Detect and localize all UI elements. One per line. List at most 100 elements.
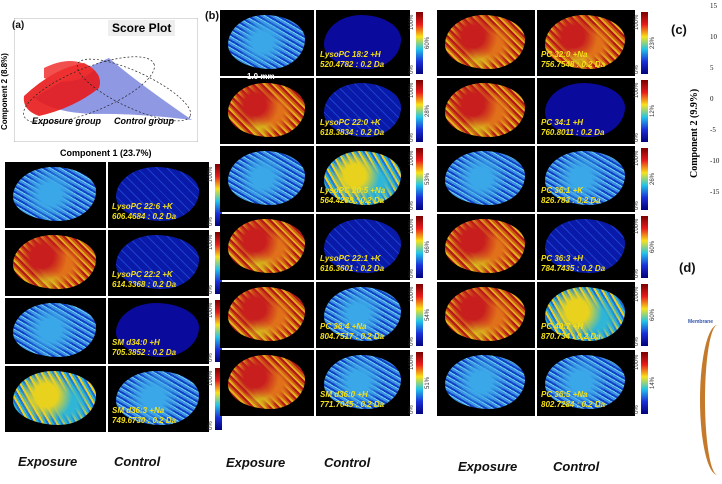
exposure-ion-image	[220, 214, 314, 280]
footer-control-2: Control	[324, 455, 371, 470]
colorbar	[215, 368, 222, 430]
colorbar-percent: 28%	[425, 104, 431, 117]
exposure-ion-image	[220, 146, 314, 212]
control-ion-image: LysoPC 22:1 +K 616.3601 : 0.2 Da	[316, 214, 410, 280]
control-ion-image: LysoPC 20:5 +Na 564.4288 : 0.2 Da	[316, 146, 410, 212]
tissue-section	[13, 235, 96, 290]
colorbar-max: 100%	[634, 82, 640, 98]
colorbar-max: 100%	[208, 302, 214, 318]
x-axis-label: Component 1 (23.7%)	[60, 148, 152, 158]
control-ion-image: LysoPC 22:6 +K 606.4684 : 0.2 Da	[108, 162, 209, 228]
colorbar-min: 0%	[409, 337, 415, 346]
tissue-section	[116, 235, 199, 290]
panel-a-label: (a)	[12, 20, 25, 31]
tissue-section	[544, 151, 626, 206]
tissue-section	[323, 83, 401, 138]
colorbar-max: 100%	[208, 234, 214, 250]
colorbar-min: 0%	[208, 353, 214, 362]
colorbar	[416, 284, 423, 346]
colorbar	[215, 300, 222, 362]
scale-bar: 1.0 mm	[226, 72, 275, 81]
panel-c-tick: -15	[710, 188, 720, 196]
panel-c-tick: 15	[710, 2, 717, 10]
colorbar-max: 100%	[208, 166, 214, 182]
tissue-section	[227, 219, 305, 274]
ion-label: SM d36:0 +H 771.7045 : 0.2 Da	[320, 390, 385, 409]
panel-c-ticks: 15 10 5 0 -5 -10 -15	[708, 0, 722, 230]
tissue-section	[116, 371, 199, 426]
control-ion-image: LysoPC 22:0 +K 618.3834 : 0.2 Da	[316, 78, 410, 144]
footer-exposure-3: Exposure	[458, 459, 518, 474]
panel-c-ylabel: Component 2 (9.9%)	[689, 88, 700, 178]
colorbar-min: 0%	[409, 201, 415, 210]
footer-exposure-2: Exposure	[226, 455, 286, 470]
tissue-section	[444, 15, 526, 70]
ion-label: PC 34:1 +H 760.8011 : 0.2 Da	[541, 118, 605, 137]
control-ion-image: PC 36:5 +Na 802.7284 : 0.2 Da	[537, 350, 635, 416]
colorbar-min: 0%	[634, 337, 640, 346]
ion-label: PC 36:1 +K 826.783 : 0.2 Da	[541, 186, 601, 205]
control-ion-image: PC 40:7 +H 870.734 : 0.2 Da	[537, 282, 635, 348]
control-ion-image: PC 34:1 +H 760.8011 : 0.2 Da	[537, 78, 635, 144]
ion-label: PC 36:4 +Na 804.7517 : 0.2 Da	[320, 322, 385, 341]
panel-d-label: (d)	[679, 260, 696, 275]
panel-c-tick: 5	[710, 64, 714, 72]
score-plot-title: Score Plot	[108, 20, 176, 36]
score-plot-panel: (a) Score Plot Exposure group Control gr…	[0, 12, 200, 162]
ion-label: PC 36:5 +Na 802.7284 : 0.2 Da	[541, 390, 606, 409]
colorbar-percent: 60%	[650, 308, 656, 321]
colorbar	[215, 232, 222, 294]
panel-c-label: (c)	[671, 22, 687, 37]
exposure-ion-image	[5, 298, 106, 364]
tissue-section	[227, 355, 305, 410]
footer-control-3: Control	[553, 459, 600, 474]
tissue-section	[444, 355, 526, 410]
scale-bar-label: 1.0 mm	[247, 72, 275, 81]
ion-label: LysoPC 20:5 +Na 564.4288 : 0.2 Da	[320, 186, 386, 205]
control-group-label: Control group	[114, 116, 174, 126]
ion-label: PC 40:7 +H 870.734 : 0.2 Da	[541, 322, 601, 341]
colorbar-max: 100%	[409, 286, 415, 302]
exposure-ion-image	[220, 350, 314, 416]
colorbar	[416, 216, 423, 278]
colorbar	[416, 352, 423, 414]
colorbar-percent: 14%	[650, 376, 656, 389]
exposure-ion-image	[220, 282, 314, 348]
colorbar-min: 0%	[208, 421, 214, 430]
colorbar-max: 100%	[409, 14, 415, 30]
colorbar-percent: 60%	[650, 240, 656, 253]
tissue-section	[544, 219, 626, 274]
control-ion-image: LysoPC 18:2 +H 520.4782 : 0.2 Da	[316, 10, 410, 76]
panel-d-membrane-shape	[700, 325, 722, 475]
control-ion-image: PC 36:1 +K 826.783 : 0.2 Da	[537, 146, 635, 212]
ion-label: SM d36:3 +Na 749.6730 : 0.2 Da	[112, 406, 177, 425]
tissue-section	[444, 287, 526, 342]
colorbar	[215, 164, 222, 226]
colorbar-min: 0%	[409, 269, 415, 278]
colorbar-min: 0%	[634, 65, 640, 74]
tissue-section	[544, 287, 626, 342]
tissue-section	[13, 167, 96, 222]
colorbar-percent: 54%	[425, 308, 431, 321]
colorbar	[416, 148, 423, 210]
colorbar-max: 100%	[634, 150, 640, 166]
panel-c-tick: 0	[710, 95, 714, 103]
exposure-ion-image	[5, 162, 106, 228]
control-ion-image: PC 36:3 +H 784.7435 : 0.2 Da	[537, 214, 635, 280]
panel-c-tick: -10	[710, 157, 720, 165]
colorbar-percent: 60%	[425, 36, 431, 49]
colorbar-percent: 23%	[650, 36, 656, 49]
colorbar-min: 0%	[634, 133, 640, 142]
tissue-section	[323, 355, 401, 410]
ion-label: PC 36:3 +H 784.7435 : 0.2 Da	[541, 254, 606, 273]
control-ion-image: PC 36:4 +Na 804.7517 : 0.2 Da	[316, 282, 410, 348]
colorbar-max: 100%	[634, 14, 640, 30]
tissue-section	[13, 303, 96, 358]
tissue-section	[116, 167, 199, 222]
control-ion-image: PC 32:0 +Na 756.7548 : 0.2 Da	[537, 10, 635, 76]
y-axis-label: Component 2 (8.8%)	[0, 53, 9, 130]
control-ion-image: SM d36:3 +Na 749.6730 : 0.2 Da	[108, 366, 209, 432]
ion-label: PC 32:0 +Na 756.7548 : 0.2 Da	[541, 50, 606, 69]
colorbar-min: 0%	[634, 201, 640, 210]
colorbar-min: 0%	[634, 269, 640, 278]
